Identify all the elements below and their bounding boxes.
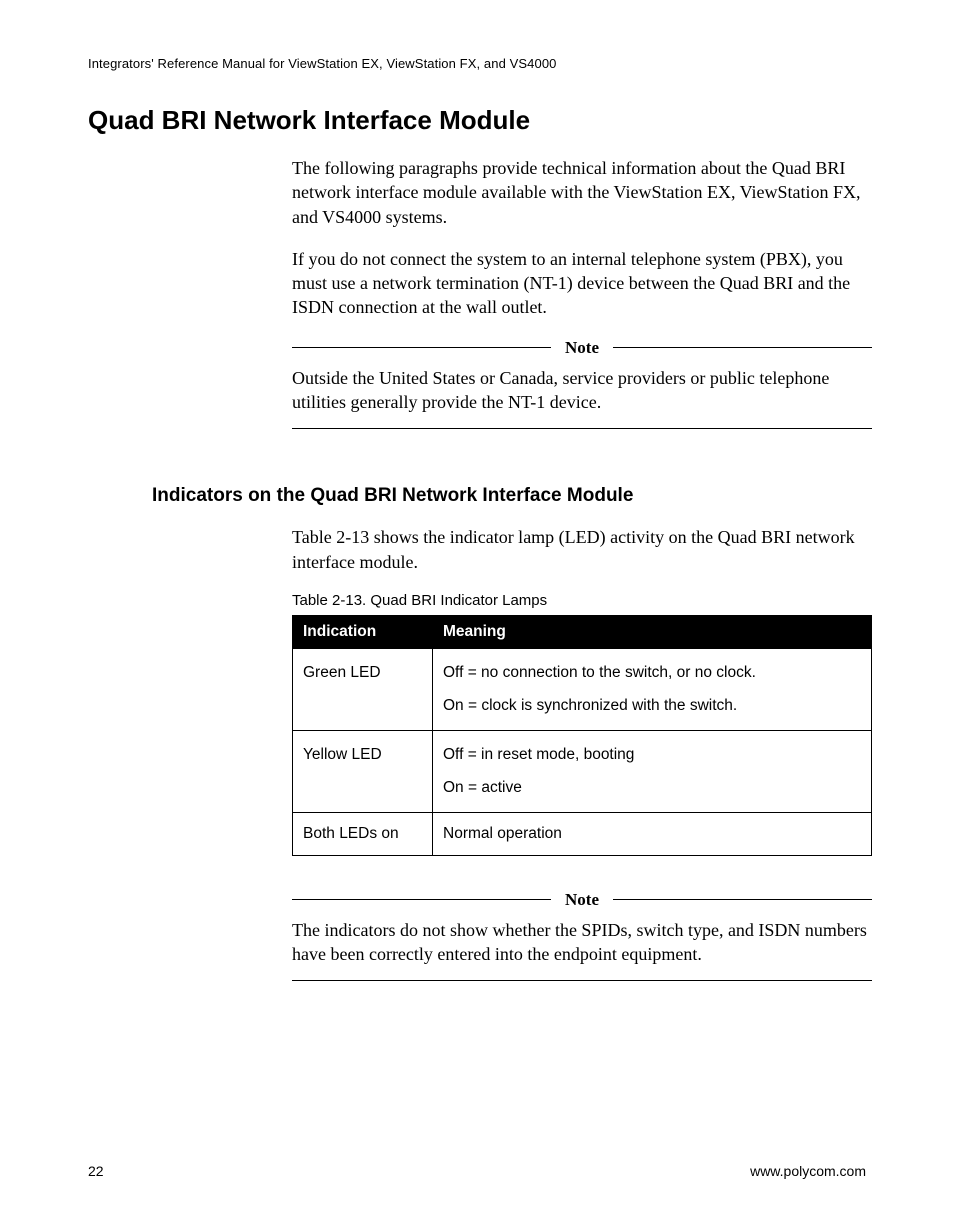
note-rule-left: [292, 899, 551, 900]
note-1-text: Outside the United States or Canada, ser…: [292, 366, 872, 415]
note-rule-left: [292, 347, 551, 348]
subsection-title: Indicators on the Quad BRI Network Inter…: [152, 485, 866, 507]
table-caption: Table 2-13. Quad BRI Indicator Lamps: [292, 592, 872, 609]
table-cell-indication: Green LED: [293, 648, 433, 730]
page-number: 22: [88, 1163, 104, 1179]
table-row: Yellow LED Off = in reset mode, bootingO…: [293, 731, 872, 813]
page: Integrators' Reference Manual for ViewSt…: [0, 0, 954, 981]
note-2-bottom-rule: [292, 980, 872, 981]
note-1: Note Outside the United States or Canada…: [292, 338, 872, 430]
table-row: Green LED Off = no connection to the swi…: [293, 648, 872, 730]
note-2-text: The indicators do not show whether the S…: [292, 918, 872, 967]
note-rule-right: [613, 899, 872, 900]
note-2: Note The indicators do not show whether …: [292, 890, 872, 982]
note-1-bottom-rule: [292, 428, 872, 429]
intro-para-2: If you do not connect the system to an i…: [292, 247, 872, 320]
subsection-intro: Table 2-13 shows the indicator lamp (LED…: [292, 525, 872, 574]
subsection-block: Table 2-13 shows the indicator lamp (LED…: [292, 525, 872, 981]
intro-para-1: The following paragraphs provide technic…: [292, 156, 872, 229]
note-2-header: Note: [292, 890, 872, 910]
table-header-meaning: Meaning: [433, 615, 872, 648]
led-table: Indication Meaning Green LED Off = no co…: [292, 615, 872, 856]
footer-url: www.polycom.com: [750, 1163, 866, 1179]
intro-block: The following paragraphs provide technic…: [292, 156, 872, 429]
table-row: Both LEDs on Normal operation: [293, 813, 872, 856]
table-cell-indication: Yellow LED: [293, 731, 433, 813]
table-cell-meaning: Normal operation: [433, 813, 872, 856]
section-title: Quad BRI Network Interface Module: [88, 105, 866, 136]
note-1-header: Note: [292, 338, 872, 358]
note-1-label: Note: [565, 338, 599, 358]
note-rule-right: [613, 347, 872, 348]
table-cell-meaning: Off = in reset mode, bootingOn = active: [433, 731, 872, 813]
table-header-indication: Indication: [293, 615, 433, 648]
running-head: Integrators' Reference Manual for ViewSt…: [88, 56, 866, 71]
table-cell-meaning: Off = no connection to the switch, or no…: [433, 648, 872, 730]
table-cell-indication: Both LEDs on: [293, 813, 433, 856]
table-header-row: Indication Meaning: [293, 615, 872, 648]
page-footer: 22 www.polycom.com: [88, 1163, 866, 1179]
note-2-label: Note: [565, 890, 599, 910]
